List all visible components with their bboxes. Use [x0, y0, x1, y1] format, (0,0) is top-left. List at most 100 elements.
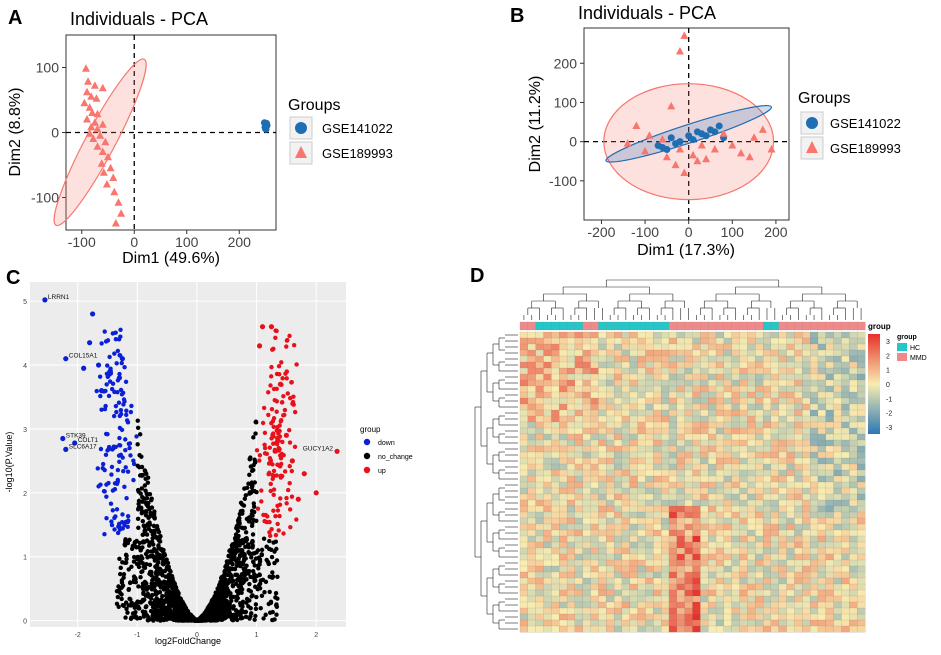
heatmap-cell — [739, 547, 748, 555]
point-down — [118, 387, 124, 393]
heatmap-cell — [802, 457, 811, 465]
point-up — [276, 528, 281, 533]
point-no-change — [135, 442, 140, 447]
heatmap-cell — [535, 523, 544, 531]
heatmap-cell — [833, 571, 842, 579]
heatmap-cell — [566, 451, 576, 459]
heatmap-cell — [802, 349, 811, 357]
heatmap-cell — [668, 385, 678, 393]
heatmap-cell — [653, 499, 662, 507]
heatmap-cell — [629, 481, 638, 489]
heatmap-cell — [629, 439, 638, 447]
heatmap-cell — [684, 385, 693, 393]
heatmap-cell — [543, 361, 552, 369]
heatmap-cell — [700, 349, 709, 357]
point-gse189993 — [81, 64, 90, 72]
heatmap-cell — [661, 595, 670, 603]
heatmap-cell — [645, 577, 654, 585]
heatmap-cell — [684, 499, 693, 507]
heatmap-cell — [692, 547, 701, 555]
heatmap-cell — [700, 421, 709, 429]
heatmap-cell — [527, 361, 536, 369]
heatmap-cell — [778, 439, 787, 447]
heatmap-cell — [543, 349, 552, 357]
heatmap-cell — [715, 511, 725, 519]
heatmap-cell — [684, 361, 693, 369]
heatmap-cell — [614, 391, 623, 399]
heatmap-cell — [684, 469, 693, 477]
heatmap-cell — [519, 553, 529, 561]
heatmap-cell — [723, 517, 732, 525]
point-no-change — [218, 604, 223, 609]
heatmap-cell — [668, 355, 678, 363]
heatmap-cell — [723, 565, 732, 573]
heatmap-cell — [574, 415, 584, 423]
heatmap-cell — [794, 481, 803, 489]
heatmap-cell — [598, 379, 607, 387]
point-no-change — [131, 559, 137, 564]
heatmap-cell — [739, 337, 748, 345]
heatmap-cell — [700, 469, 709, 477]
heatmap-cell — [841, 337, 850, 345]
heatmap-cell — [825, 493, 834, 501]
point-down — [94, 388, 99, 394]
point-no-change — [143, 528, 148, 533]
point-gse189993 — [117, 209, 126, 217]
heatmap-cell — [849, 595, 858, 603]
heatmap-cell — [700, 541, 709, 549]
heatmap-cell — [747, 493, 756, 501]
point-down — [118, 334, 123, 339]
point-down — [117, 371, 122, 377]
heatmap-cell — [614, 451, 623, 459]
point-down — [115, 530, 121, 536]
heatmap-cell — [676, 445, 685, 453]
heatmap-cell — [731, 421, 740, 429]
x-tick-label-c: 1 — [255, 632, 259, 639]
point-up — [267, 455, 273, 461]
heatmap-cell — [668, 337, 678, 345]
heatmap-cell — [645, 499, 654, 507]
heatmap-cell — [810, 607, 819, 615]
heatmap-cell — [817, 523, 827, 531]
heatmap-cell — [786, 415, 795, 423]
point-no-change — [215, 608, 220, 614]
heatmap-cell — [849, 367, 858, 375]
heatmap-cell — [778, 547, 787, 555]
point-no-change — [120, 603, 126, 608]
heatmap-cell — [833, 331, 842, 339]
point-no-change — [259, 593, 265, 598]
point-no-change — [214, 602, 219, 607]
heatmap-cell — [543, 343, 552, 351]
heatmap-cell — [794, 607, 803, 615]
heatmap-cell — [661, 367, 670, 375]
heatmap-cell — [692, 589, 701, 597]
heatmap-cell — [786, 463, 795, 471]
heatmap-cell — [755, 415, 764, 423]
point-up — [268, 383, 273, 388]
heatmap-cell — [778, 481, 787, 489]
heatmap-cell — [606, 553, 615, 561]
heatmap-cell — [747, 355, 756, 363]
point-down — [122, 484, 127, 490]
heatmap-cell — [708, 571, 717, 579]
heatmap-cell — [535, 457, 544, 465]
heatmap-cell — [739, 445, 748, 453]
heatmap-cell — [731, 565, 740, 573]
heatmap-cell — [559, 331, 568, 339]
heatmap-cell — [559, 505, 568, 513]
heatmap-cell — [723, 457, 732, 465]
heatmap-cell — [786, 349, 795, 357]
heatmap-cell — [825, 553, 834, 561]
point-no-change — [244, 600, 249, 605]
heatmap-cell — [519, 391, 529, 399]
point-no-change — [117, 556, 122, 561]
heatmap-cell — [653, 535, 662, 543]
heatmap-cell — [614, 409, 623, 417]
heatmap-cell — [645, 571, 654, 579]
heatmap-cell — [629, 469, 638, 477]
point-down — [114, 361, 119, 366]
heatmap-cell — [747, 457, 756, 465]
legend-c: group down no_change up — [360, 425, 413, 475]
heatmap-cell — [794, 511, 803, 519]
heatmap-cell — [668, 571, 678, 579]
